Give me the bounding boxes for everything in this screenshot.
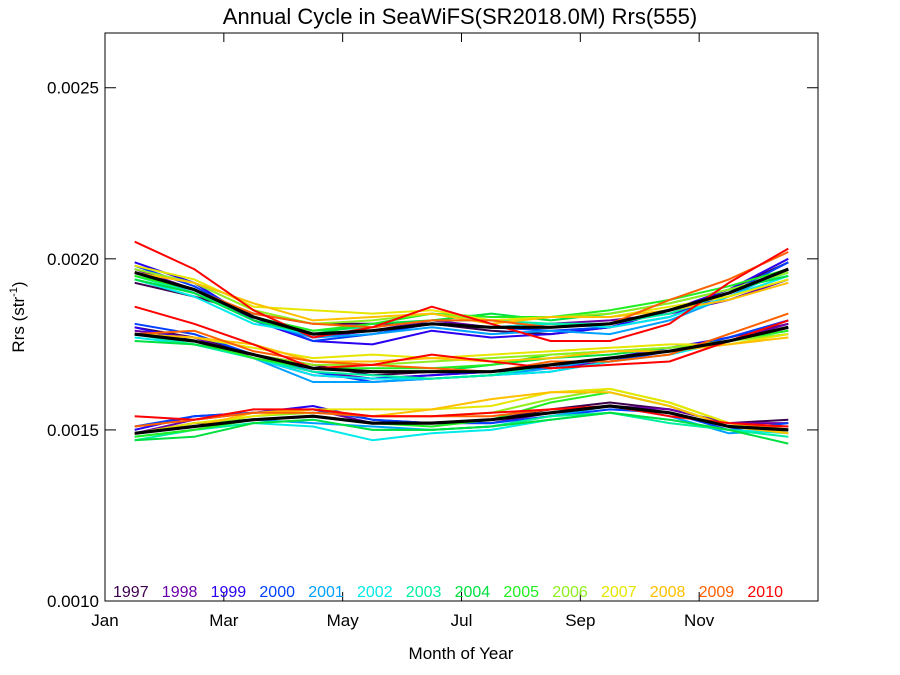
y-axis-label-superscript: -1 — [8, 287, 20, 297]
series-line-2006 — [134, 387, 789, 435]
legend-label-2002: 2002 — [357, 584, 393, 601]
legend-label-1997: 1997 — [113, 584, 149, 601]
legend-label-2007: 2007 — [601, 584, 637, 601]
y-tick-label: 0.0025 — [47, 79, 99, 98]
y-axis-label: Rrs (str-1) — [8, 281, 28, 352]
series-line-2007 — [134, 387, 789, 435]
x-tick-label: Jul — [451, 611, 473, 630]
x-axis-label: Month of Year — [409, 644, 514, 663]
legend-label-2008: 2008 — [650, 584, 686, 601]
climatology-line — [134, 267, 789, 336]
plot-lines — [134, 240, 789, 445]
x-tick-label: Mar — [209, 611, 239, 630]
legend-label-2001: 2001 — [308, 584, 344, 601]
x-tick-label: May — [327, 611, 360, 630]
chart-title: Annual Cycle in SeaWiFS(SR2018.0M) Rrs(5… — [223, 4, 697, 29]
y-tick-label: 0.0010 — [47, 592, 99, 611]
series-line-2008 — [134, 391, 789, 435]
legend-label-1998: 1998 — [162, 584, 198, 601]
climatology-line — [134, 404, 789, 435]
series-line-2007 — [134, 333, 789, 360]
x-tick-label: Sep — [565, 611, 595, 630]
legend-label-2004: 2004 — [455, 584, 491, 601]
series-line-2004 — [134, 411, 789, 445]
legend-label-2009: 2009 — [699, 584, 735, 601]
series-line-2010 — [134, 240, 789, 342]
legend-label-1999: 1999 — [211, 584, 247, 601]
series-line-2010 — [134, 305, 789, 370]
legend-label-2003: 2003 — [406, 584, 442, 601]
y-axis-label-main: Rrs (str — [9, 297, 28, 353]
legend-label-2010: 2010 — [747, 584, 783, 601]
legend: 1997 1998 1999 2000 2001 2002 2003 2004 2005 2006… — [113, 584, 783, 601]
series-line-2009 — [134, 312, 789, 373]
y-axis-label-close: ) — [9, 281, 28, 287]
x-tick-label: Nov — [684, 611, 715, 630]
y-tick-label: 0.0015 — [47, 421, 99, 440]
series-line-2010 — [134, 405, 789, 428]
legend-label-2006: 2006 — [552, 584, 588, 601]
series-line-2009 — [134, 251, 789, 329]
climatology-line — [134, 325, 789, 374]
x-tick-label: Jan — [91, 611, 118, 630]
y-tick-label: 0.0020 — [47, 250, 99, 269]
series-line-2006 — [134, 268, 789, 325]
legend-label-2005: 2005 — [503, 584, 539, 601]
y-axis: 0.0010 0.0015 0.0020 0.0025 — [47, 79, 818, 611]
legend-label-2000: 2000 — [259, 584, 295, 601]
x-axis: Jan Mar May Jul Sep Nov — [91, 33, 715, 630]
